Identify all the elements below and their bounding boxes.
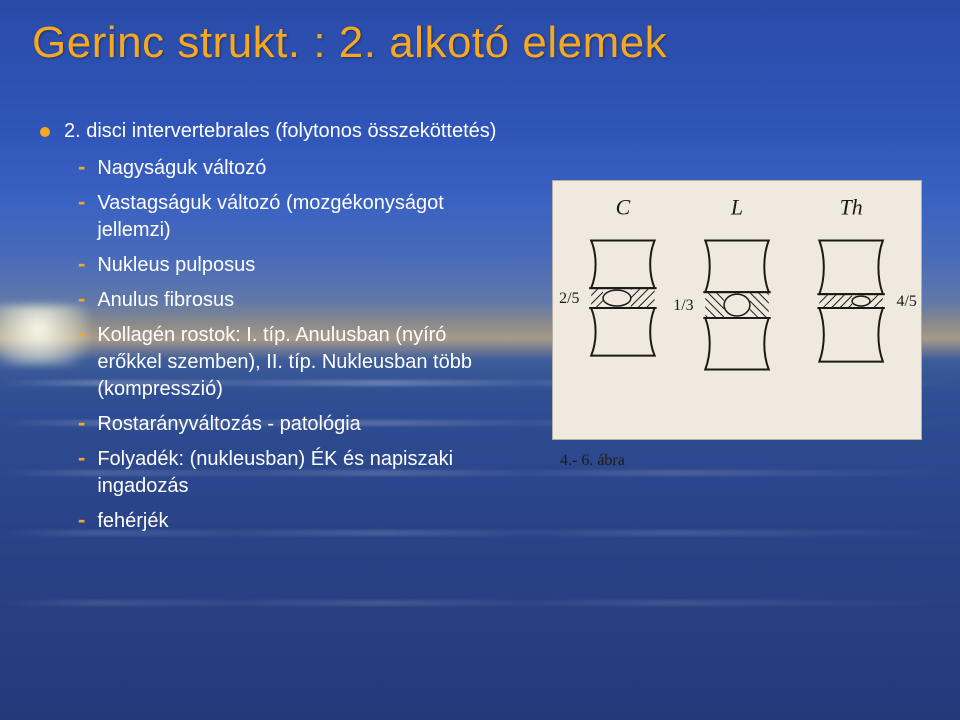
list-item: - Anulus fibrosus: [78, 287, 510, 314]
list-item: - Folyadék: (nukleusban) ÉK és napiszaki…: [78, 446, 510, 500]
svg-text:2/5: 2/5: [559, 290, 579, 307]
svg-text:C: C: [616, 196, 631, 220]
dash-bullet-icon: -: [78, 322, 85, 403]
list-item-label: Folyadék: (nukleusban) ÉK és napiszaki i…: [97, 446, 510, 500]
bullet-list: 2. disci intervertebrales (folytonos öss…: [40, 118, 510, 543]
list-item-label: Nagyságuk változó: [97, 155, 266, 182]
svg-text:1/3: 1/3: [673, 297, 693, 314]
list-item-main: 2. disci intervertebrales (folytonos öss…: [40, 118, 510, 145]
dash-bullet-icon: -: [78, 508, 85, 535]
svg-text:L: L: [730, 196, 743, 220]
list-item-label: Vastagságuk változó (mozgékonyságot jell…: [97, 190, 510, 244]
dash-bullet-icon: -: [78, 252, 85, 279]
dash-bullet-icon: -: [78, 287, 85, 314]
dash-bullet-icon: -: [78, 155, 85, 182]
list-item: - Rostarányváltozás - patológia: [78, 411, 510, 438]
list-item-label: 2. disci intervertebrales (folytonos öss…: [64, 118, 496, 145]
list-item-label: Anulus fibrosus: [97, 287, 234, 314]
svg-text:Th: Th: [840, 196, 863, 220]
dash-bullet-icon: -: [78, 411, 85, 438]
list-item: - Nukleus pulposus: [78, 252, 510, 279]
svg-text:4/5: 4/5: [897, 293, 917, 310]
sub-list: - Nagyságuk változó - Vastagságuk változ…: [78, 155, 510, 535]
slide-content: Gerinc strukt. : 2. alkotó elemek 2. dis…: [0, 0, 960, 720]
page-title: Gerinc strukt. : 2. alkotó elemek: [32, 18, 667, 68]
disc-bullet-icon: [40, 127, 50, 137]
list-item-label: fehérjék: [97, 508, 168, 535]
dash-bullet-icon: -: [78, 190, 85, 244]
vertebrae-diagram: C 2/5 L 1/3 Th 4/5: [553, 181, 921, 439]
list-item-label: Nukleus pulposus: [97, 252, 255, 279]
dash-bullet-icon: -: [78, 446, 85, 500]
list-item: - Vastagságuk változó (mozgékonyságot je…: [78, 190, 510, 244]
list-item: - fehérjék: [78, 508, 510, 535]
figure-panel: C 2/5 L 1/3 Th 4/5: [552, 180, 922, 440]
list-item-label: Rostarányváltozás - patológia: [97, 411, 360, 438]
figure-caption: 4.- 6. ábra: [560, 452, 625, 470]
list-item: - Nagyságuk változó: [78, 155, 510, 182]
list-item: - Kollagén rostok: I. típ. Anulusban (ny…: [78, 322, 510, 403]
list-item-label: Kollagén rostok: I. típ. Anulusban (nyír…: [97, 322, 510, 403]
